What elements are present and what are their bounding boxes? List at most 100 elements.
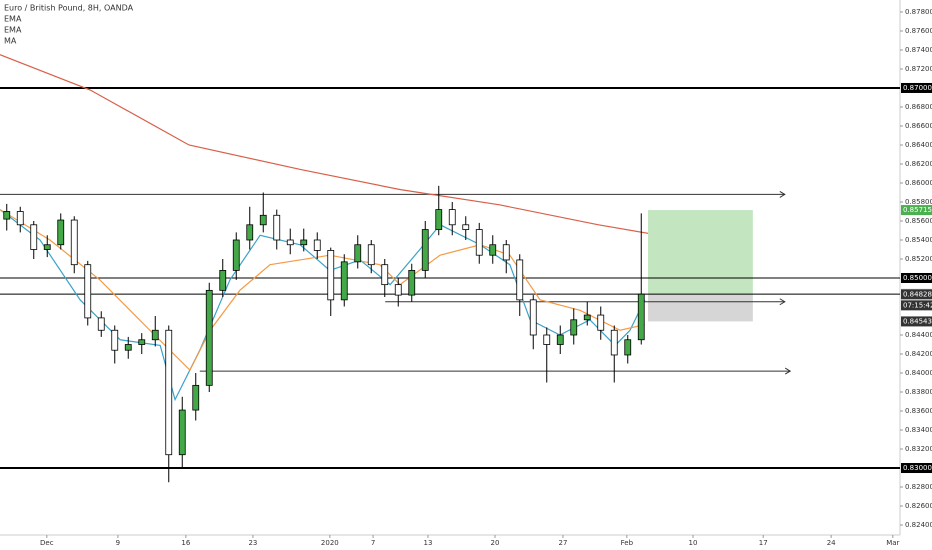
candle-body [637,293,645,341]
price-label-box [901,205,932,216]
y-tick-label: 0.86800 [905,103,932,111]
y-tick-label: 0.83600 [905,407,932,415]
candle-body [556,334,564,345]
legend-entry: EMA [4,15,22,24]
y-tick-label: 0.87600 [905,27,932,35]
price-label: 0.87000 [903,84,932,92]
candle-body [192,384,200,411]
arrow-head [784,367,792,375]
candle-body [610,329,618,356]
x-tick-label: 9 [116,539,120,547]
y-tick-label: 0.82400 [905,521,932,529]
price-label: 0.85000 [903,274,932,282]
candle-body [340,261,348,301]
candle-body [259,214,267,226]
countdown-box [901,300,932,311]
y-tick-label: 0.86000 [905,179,932,187]
y-tick-label: 0.85800 [905,198,932,206]
candle-body [354,244,362,263]
y-tick-label: 0.85400 [905,236,932,244]
candle-body [124,344,132,351]
candle-body [502,244,510,261]
candle-body [165,329,173,456]
candle-body [435,209,443,230]
y-tick-label: 0.85200 [905,255,932,263]
candle-body [3,211,11,220]
candle-body [97,317,105,331]
y-tick-label: 0.83200 [905,445,932,453]
candle-body [529,299,537,336]
candle-body [138,339,146,345]
loss-zone [648,293,753,322]
y-tick-label: 0.86600 [905,122,932,130]
y-tick-label: 0.84400 [905,331,932,339]
x-tick-label: 20 [491,539,500,547]
price-label: 0.84543 [903,317,932,325]
candle-body [246,224,254,241]
x-tick-label: 17 [759,539,768,547]
candle-body [543,334,551,345]
price-label: 0.85715 [903,206,932,214]
candle-body [475,229,483,256]
price-label: 0.83000 [903,464,932,472]
y-tick-label: 0.82600 [905,502,932,510]
candle-body [219,269,227,291]
price-label-box [901,463,932,474]
candle-body [570,319,578,336]
candle-body [70,219,78,266]
candle-body [313,239,321,251]
price-label-box [901,82,932,93]
y-tick-label: 0.87800 [905,8,932,16]
candle-body [151,329,159,341]
profit-zone [648,210,753,294]
x-tick-label: 23 [248,539,257,547]
candle-body [57,219,65,246]
x-tick-label: Feb [621,539,634,547]
y-tick-label: 0.87400 [905,46,932,54]
x-tick-label: 16 [181,539,190,547]
candle-body [205,289,213,386]
y-tick-label: 0.87200 [905,65,932,73]
legend-entry: MA [4,37,17,46]
chart-title: Euro / British Pound, 8H, OANDA [4,4,134,13]
y-tick-label: 0.86200 [905,160,932,168]
candle-body [30,224,38,250]
x-tick-label: 10 [689,539,698,547]
price-label: 0.84828 [903,290,932,298]
price-label-box [901,289,932,300]
price-label-box [901,272,932,283]
y-tick-label: 0.85600 [905,217,932,225]
indicator-line [0,54,649,234]
candle-body [489,244,497,256]
candle-body [462,224,470,230]
candle-body [448,209,456,226]
x-tick-label: 24 [827,539,836,547]
y-tick-label: 0.82800 [905,483,932,491]
x-tick-label: 7 [371,539,375,547]
candle-body [286,239,294,246]
candle-body [232,239,240,271]
legend-entry: EMA [4,26,22,35]
countdown: 07:15:42 [903,301,932,309]
candle-body [111,329,119,351]
candle-body [421,229,429,271]
x-tick-label: Mar [886,539,899,547]
y-tick-label: 0.83800 [905,388,932,396]
y-tick-label: 0.86400 [905,141,932,149]
candle-body [597,314,605,331]
arrow-head [779,298,786,306]
price-label-box [901,316,932,327]
candle-body [273,214,281,241]
candle-body [178,409,186,456]
candle-body [300,239,308,246]
candle-body [408,269,416,296]
x-tick-label: Dec [40,539,54,547]
arrow-head [779,190,786,198]
y-tick-label: 0.84200 [905,350,932,358]
candle-body [84,264,92,319]
candle-body [394,284,402,296]
candle-body [43,244,51,250]
x-tick-label: 27 [558,539,567,547]
